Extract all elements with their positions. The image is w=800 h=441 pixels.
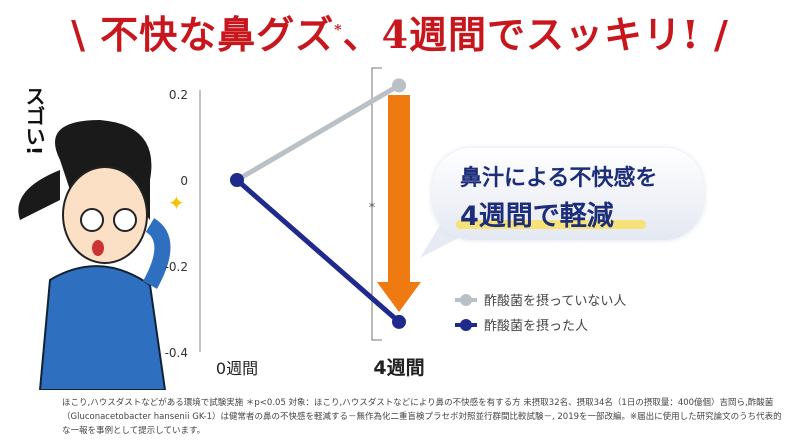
svg-text:✦: ✦ [168,191,185,215]
data-point-1-0 [230,173,244,187]
headline-rest: 、4週間でスッキリ! / [342,12,729,57]
headline-text: \ 不快な鼻グズ [71,12,335,57]
x-tick-label: 4週間 [373,357,424,379]
exclamation-text: スゴい! [22,86,46,156]
headline: \ 不快な鼻グズ*、4週間でスッキリ! / [0,4,800,59]
y-tick-label: 0 [180,174,188,188]
y-tick-label: 0.2 [169,88,188,102]
callout-line-2: 4週間で軽減 [460,201,614,232]
headline-asterisk: * [334,22,343,39]
significance-mark: * [369,201,376,216]
highlight-underline [456,220,646,229]
significance-bracket [371,67,382,341]
callout-line-1: 鼻汁による不快感を [460,166,658,191]
legend-marker-0 [460,294,472,306]
surprised-woman-illustration: ✦ [18,120,185,390]
data-point-0-1 [392,78,406,93]
legend-label: 酢酸菌を摂っていない人 [484,293,626,309]
legend-marker-1 [460,319,472,331]
series-line-1 [235,178,401,324]
down-arrow [377,95,421,312]
footnote: ほこり,ハウスダストなどがある環境で試験実施 ＊p<0.05 対象：ほこり,ハウ… [62,398,782,436]
series-line-0 [235,83,401,183]
y-tick-label: -0.2 [165,260,188,274]
callout-bubble: 鼻汁による不快感を 4週間で軽減 [432,148,704,240]
x-tick-label: 0週間 [216,359,258,378]
data-point-1-1 [392,314,406,329]
y-tick-label: -0.4 [165,346,188,360]
legend-label: 酢酸菌を摂った人 [484,318,588,334]
